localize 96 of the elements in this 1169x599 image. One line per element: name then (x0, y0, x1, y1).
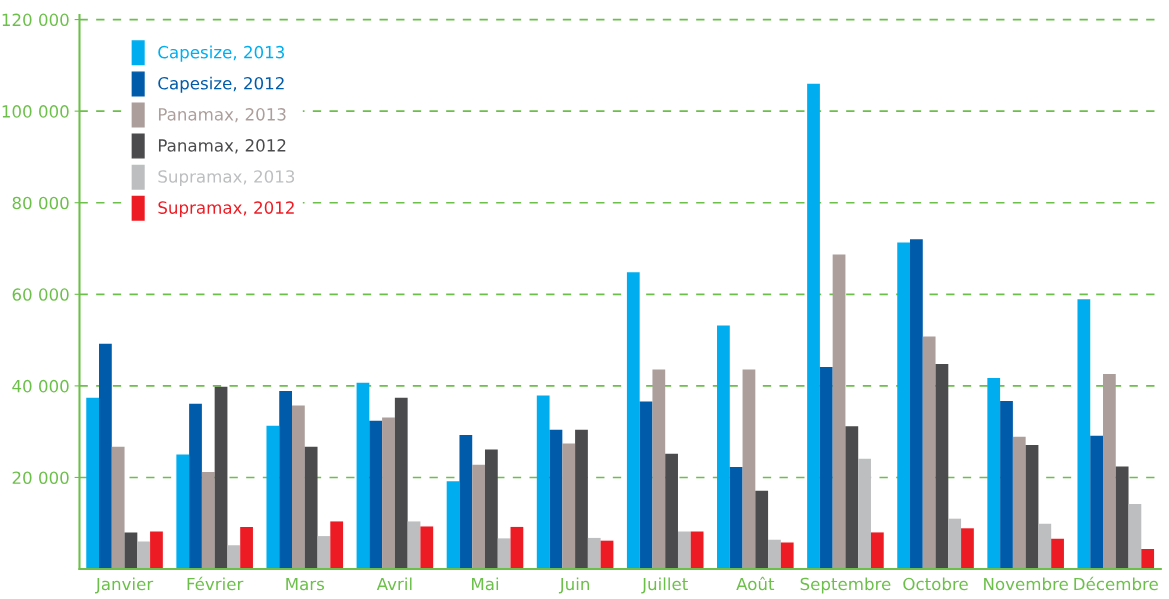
x-tick-label: Septembre (800, 577, 891, 594)
bar (549, 429, 563, 570)
bar (587, 537, 601, 570)
bar (1077, 299, 1091, 570)
legend-label: Supramax, 2013 (158, 170, 295, 187)
bar (446, 481, 460, 570)
y-tick-label: 60 000 (12, 288, 69, 301)
bar (86, 397, 100, 570)
x-tick-label: Avril (376, 577, 412, 591)
bar (807, 83, 820, 570)
bar (870, 532, 884, 570)
bar (768, 539, 781, 570)
x-tick-label: Juillet (641, 577, 688, 594)
bar (832, 254, 846, 570)
bar (935, 363, 949, 570)
bar (948, 518, 962, 570)
bar (780, 542, 794, 570)
bar (897, 242, 911, 570)
bar (292, 405, 305, 570)
y-tick-label: 100 000 (2, 105, 69, 118)
bar (742, 369, 756, 570)
legend-label: Panamax, 2012 (158, 139, 286, 154)
bar (1103, 373, 1116, 570)
bar (317, 536, 331, 570)
x-tick-label: Août (736, 576, 775, 591)
bar (1115, 466, 1129, 570)
bar (99, 343, 112, 570)
bar (652, 369, 666, 570)
bar (459, 434, 473, 570)
bar (266, 425, 280, 570)
bar (1012, 436, 1026, 570)
bar (150, 531, 163, 570)
bar (729, 466, 743, 570)
x-tick-label: Juin (558, 577, 590, 594)
bar (201, 471, 215, 570)
bar (1090, 435, 1103, 570)
bar (1141, 548, 1155, 570)
bar (407, 521, 421, 570)
legend-label: Capesize, 2013 (158, 45, 285, 62)
bar (497, 538, 511, 570)
bar (755, 490, 769, 570)
bar (600, 540, 614, 570)
bar (227, 545, 241, 570)
x-tick-label: Décembre (1074, 576, 1158, 591)
bar (137, 541, 151, 570)
bar (304, 446, 318, 570)
bar (910, 239, 923, 570)
bar (665, 453, 678, 570)
y-tick-label: 80 000 (12, 196, 69, 210)
x-tick-label: Février (187, 576, 244, 591)
bar (562, 443, 576, 570)
bar (639, 401, 653, 570)
bar (240, 526, 253, 570)
bar (677, 531, 691, 570)
legend-label: Supramax, 2012 (158, 201, 294, 218)
x-tick-label: Octobre (903, 577, 968, 591)
legend-label: Capesize, 2012 (158, 76, 284, 93)
bar (1051, 538, 1064, 570)
y-tick-label: 20 000 (12, 471, 69, 485)
bar (214, 386, 228, 570)
bar (717, 325, 730, 570)
bar (961, 528, 974, 570)
bar (176, 454, 190, 570)
x-tick-label: Novembre (984, 577, 1068, 591)
bar (369, 420, 383, 570)
bar (845, 426, 859, 570)
bar (189, 403, 202, 570)
bar (987, 378, 1001, 570)
bar (394, 397, 408, 570)
bar (472, 464, 485, 570)
bar (1128, 504, 1142, 570)
bar (356, 382, 370, 570)
x-tick-label: Mai (472, 577, 499, 591)
x-tick-label: Mars (286, 577, 325, 591)
bar (1025, 444, 1039, 570)
bar (819, 367, 833, 570)
bar (279, 390, 292, 570)
bar (330, 521, 344, 570)
x-tick-label: Janvier (95, 577, 154, 594)
bar (1000, 401, 1013, 570)
bar (124, 532, 138, 570)
legend-label: Panamax, 2013 (158, 108, 286, 123)
bar (1038, 523, 1052, 570)
bar (111, 446, 125, 570)
bar (382, 417, 395, 570)
bar (484, 449, 498, 570)
bar (922, 336, 936, 570)
bar (575, 429, 588, 570)
bar (510, 526, 524, 570)
bar (690, 531, 704, 570)
y-tick-label: 40 000 (12, 379, 69, 393)
bar (626, 272, 640, 570)
bar (858, 458, 871, 570)
bar (420, 526, 434, 570)
y-tick-label: 120 000 (2, 13, 69, 27)
bar (536, 395, 550, 570)
